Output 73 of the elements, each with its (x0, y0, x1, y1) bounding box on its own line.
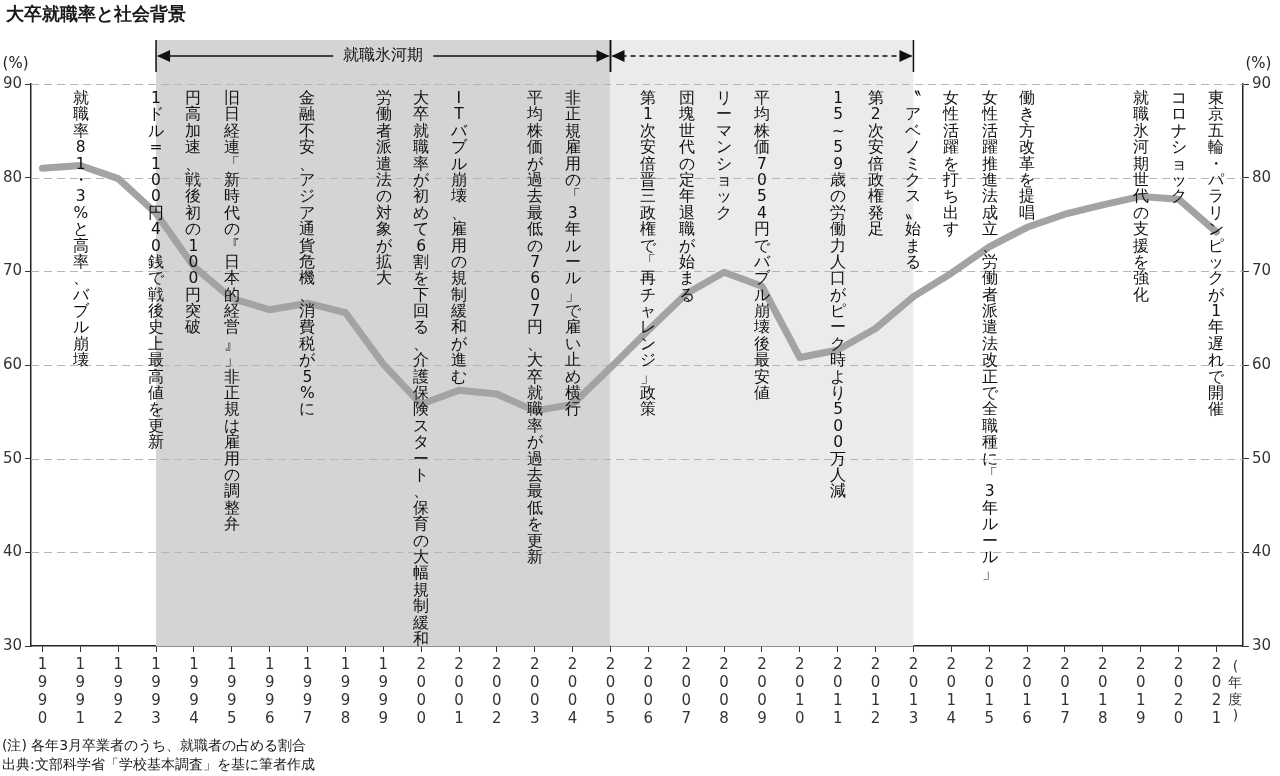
x-tick-label: 1 9 9 3 (151, 654, 161, 727)
annotation: 働き方改革を提唱 (1018, 89, 1037, 222)
text: 労働者派遣法の対象が拡大 (375, 89, 392, 288)
text: ITバブル崩壊、雇用の規制緩和が進む (450, 89, 467, 386)
x-tick-label: 2 0 1 6 (1022, 654, 1032, 727)
text: 大卒就職率が初めて6割を下回る、介護保険スタート、保育の大幅規制緩和 (413, 89, 430, 648)
x-tick-label: 1 9 9 0 (37, 654, 48, 727)
text: 団塊世代の定年退職が始まる (678, 89, 695, 304)
x-tick-label: 1 9 9 1 (75, 654, 86, 727)
x-tick-label: 2 0 0 3 (529, 654, 540, 727)
y-tick-label: 80 (2, 167, 23, 186)
text: (注) 各年3月卒業者のうち、就職者の占める割合 (2, 736, 308, 755)
x-tick-label: 2 0 1 5 (984, 654, 994, 727)
text: 円高加速、戦後初の100円突破 (185, 89, 202, 337)
source-note: 出典:文部科学省「学校基本調査」を基に筆者作成 (2, 755, 315, 774)
x-tick-label: 1 9 9 6 (264, 654, 275, 727)
x-tick-label: 2 0 2 1 (1211, 654, 1222, 727)
x-tick-label: 1 9 9 2 (113, 654, 123, 727)
text: 金融不安、アジア通貨危機、消費税が5%に (299, 89, 316, 419)
text: 〝アベノミクス〟始まる (905, 89, 922, 271)
text: 平均株価が過去最低の7607円、大卒就職率が過去最低を更新 (527, 89, 544, 566)
band-label: 就職氷河期 (343, 45, 424, 65)
x-tick-label: 2 0 1 7 (1060, 654, 1070, 727)
x-tick-label: 2 0 0 8 (719, 654, 729, 727)
y-tick-label: 60 (2, 354, 23, 373)
text: 第2次安倍政権発足 (867, 89, 884, 239)
x-tick-label: 1 9 9 8 (340, 654, 351, 727)
y-axis-title: (%) (2, 54, 29, 73)
x-tick-label: 2 0 1 8 (1098, 654, 1108, 727)
text: 女性活躍を打ち出す (942, 89, 959, 239)
x-tick-label: 2 0 2 0 (1173, 654, 1184, 727)
text: 1ドル=100円40銭で戦後史上最高値を更新 (147, 89, 164, 452)
y2-axis-title: (%) (1245, 54, 1272, 73)
y2-tick-label: 90 (1251, 73, 1272, 92)
x-tick-label: 2 0 0 7 (681, 654, 691, 727)
x-tick-label: 2 0 0 9 (757, 654, 767, 727)
y2-tick-label: 40 (1251, 542, 1272, 561)
annotation: リーマンショック (715, 89, 734, 222)
x-axis-title: (年度) (1227, 658, 1244, 724)
x-tick-label: 2 0 1 0 (795, 654, 805, 727)
text: 就職氷河期世代の支援を強化 (1133, 89, 1150, 304)
text: 女性活躍推進法成立、労働者派遣法改正で全職種に「3年ルール」 (981, 89, 998, 583)
x-tick-label: 2 0 0 1 (454, 654, 464, 727)
text: 15~59歳の労働力人口がピーク時より500万人減 (830, 89, 847, 501)
y2-tick-label: 60 (1251, 354, 1272, 373)
y-tick-label: 50 (2, 448, 23, 467)
x-tick-label: 2 0 0 4 (567, 654, 578, 727)
x-tick-label: 2 0 0 6 (643, 654, 654, 727)
y-tick-label: 70 (2, 261, 23, 280)
y-tick-label: 90 (2, 73, 23, 92)
x-tick-label: 2 0 0 2 (492, 654, 502, 727)
x-tick-label: 2 0 1 4 (946, 654, 957, 727)
text: 平均株価7054円でバブル崩壊後最安値 (753, 89, 770, 403)
y2-tick-label: 30 (1251, 635, 1272, 654)
x-tick-label: 2 0 1 1 (832, 654, 843, 727)
text: 非正規雇用の「3年ルール」で雇い止め横行 (564, 89, 581, 419)
text: 第1次安倍晋三政権で「再チャレンジ」政策 (639, 89, 656, 419)
x-tick-label: 2 0 0 5 (605, 654, 616, 727)
chart-title: 大卒就職率と社会背景 (6, 2, 186, 26)
x-tick-label: 2 0 1 3 (908, 654, 919, 727)
x-tick-label: 1 9 9 5 (227, 654, 237, 727)
x-tick-label: 1 9 9 7 (302, 654, 313, 727)
y2-tick-label: 50 (1251, 448, 1272, 467)
x-tick-label: 1 9 9 4 (189, 654, 199, 727)
x-tick-label: 2 0 1 9 (1135, 654, 1146, 727)
y2-tick-label: 80 (1251, 167, 1272, 186)
y-tick-label: 30 (2, 635, 23, 654)
y2-tick-label: 70 (1251, 261, 1272, 280)
x-tick-label: 1 9 9 9 (378, 654, 389, 727)
x-tick-label: 2 0 1 2 (870, 654, 881, 727)
y-tick-label: 40 (2, 542, 23, 561)
text: 旧日経連「新時代の『日本的経営』」非正規は雇用の調整弁 (224, 89, 241, 534)
x-tick-label: 2 0 0 0 (416, 654, 426, 727)
